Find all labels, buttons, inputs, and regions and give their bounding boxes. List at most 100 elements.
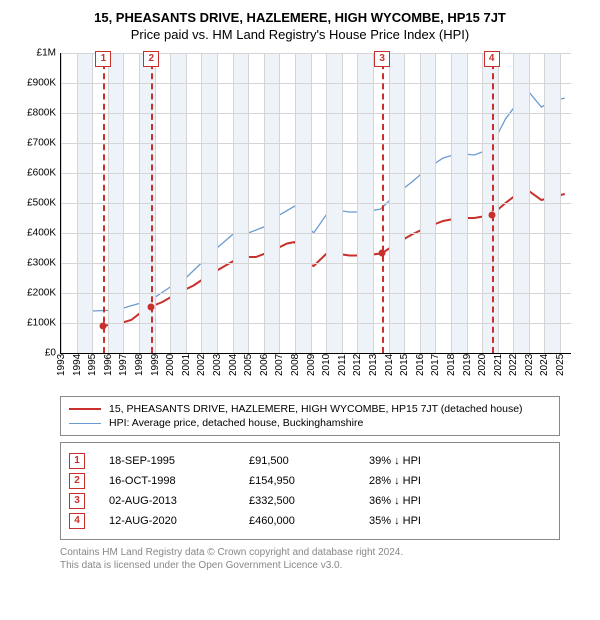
y-tick-label: £600K [20, 168, 56, 179]
y-tick-label: £0 [20, 348, 56, 359]
chart-title-block: 15, PHEASANTS DRIVE, HAZLEMERE, HIGH WYC… [10, 10, 590, 42]
x-tick-label: 1999 [150, 354, 161, 376]
transaction-date: 02-AUG-2013 [109, 495, 249, 507]
transaction-badge: 4 [69, 513, 85, 529]
grid-horizontal [61, 113, 571, 114]
transaction-point [100, 322, 107, 329]
x-tick-label: 1994 [72, 354, 83, 376]
footer: Contains HM Land Registry data © Crown c… [60, 546, 580, 572]
transaction-price: £91,500 [249, 455, 369, 467]
transaction-row: 4 12-AUG-2020£460,00035% ↓ HPI [69, 513, 551, 529]
x-tick-label: 2010 [321, 354, 332, 376]
legend-row: HPI: Average price, detached house, Buck… [69, 417, 551, 429]
legend-row: 15, PHEASANTS DRIVE, HAZLEMERE, HIGH WYC… [69, 403, 551, 415]
grid-horizontal [61, 143, 571, 144]
x-tick-label: 2008 [290, 354, 301, 376]
transaction-hpi-delta: 28% ↓ HPI [369, 475, 421, 487]
transaction-price: £154,950 [249, 475, 369, 487]
x-tick-label: 2000 [165, 354, 176, 376]
x-tick-label: 2016 [415, 354, 426, 376]
transaction-point [488, 212, 495, 219]
x-tick-label: 1997 [118, 354, 129, 376]
y-tick-label: £300K [20, 258, 56, 269]
grid-horizontal [61, 233, 571, 234]
x-tick-label: 2013 [368, 354, 379, 376]
grid-horizontal [61, 293, 571, 294]
x-tick-label: 2004 [228, 354, 239, 376]
plot-area: 1 2 3 4 [60, 53, 571, 354]
transaction-badge: 1 [69, 453, 85, 469]
x-tick-label: 2009 [306, 354, 317, 376]
x-tick-label: 2020 [477, 354, 488, 376]
grid-horizontal [61, 173, 571, 174]
y-tick-label: £400K [20, 228, 56, 239]
grid-horizontal [61, 83, 571, 84]
x-tick-label: 2002 [196, 354, 207, 376]
x-tick-label: 2021 [493, 354, 504, 376]
grid-horizontal [61, 263, 571, 264]
x-tick-label: 2012 [352, 354, 363, 376]
x-tick-label: 1996 [103, 354, 114, 376]
transaction-marker-line [492, 53, 494, 353]
x-tick-label: 2015 [399, 354, 410, 376]
y-tick-label: £800K [20, 108, 56, 119]
x-tick-label: 2024 [539, 354, 550, 376]
x-tick-label: 2023 [524, 354, 535, 376]
footer-line-2: This data is licensed under the Open Gov… [60, 559, 580, 572]
transaction-marker-badge: 4 [484, 51, 500, 67]
y-tick-label: £700K [20, 138, 56, 149]
transaction-marker-line [103, 53, 105, 353]
y-tick-label: £500K [20, 198, 56, 209]
x-tick-label: 1998 [134, 354, 145, 376]
x-tick-label: 2001 [181, 354, 192, 376]
transaction-date: 12-AUG-2020 [109, 515, 249, 527]
legend: 15, PHEASANTS DRIVE, HAZLEMERE, HIGH WYC… [60, 396, 560, 436]
transaction-date: 16-OCT-1998 [109, 475, 249, 487]
transaction-price: £460,000 [249, 515, 369, 527]
x-tick-label: 2022 [508, 354, 519, 376]
transaction-point [379, 250, 386, 257]
transaction-hpi-delta: 39% ↓ HPI [369, 455, 421, 467]
x-tick-label: 2006 [259, 354, 270, 376]
x-tick-label: 2007 [274, 354, 285, 376]
title-line-1: 15, PHEASANTS DRIVE, HAZLEMERE, HIGH WYC… [10, 10, 590, 25]
transaction-row: 3 02-AUG-2013£332,50036% ↓ HPI [69, 493, 551, 509]
transaction-badge: 2 [69, 473, 85, 489]
y-tick-label: £1M [20, 48, 56, 59]
y-tick-label: £900K [20, 78, 56, 89]
transaction-marker-line [382, 53, 384, 353]
transaction-hpi-delta: 35% ↓ HPI [369, 515, 421, 527]
footer-line-1: Contains HM Land Registry data © Crown c… [60, 546, 580, 559]
x-tick-label: 2017 [430, 354, 441, 376]
legend-label: HPI: Average price, detached house, Buck… [109, 417, 363, 429]
x-tick-label: 2014 [384, 354, 395, 376]
x-tick-label: 2018 [446, 354, 457, 376]
transaction-point [148, 303, 155, 310]
x-tick-label: 1995 [87, 354, 98, 376]
x-tick-label: 2005 [243, 354, 254, 376]
transaction-row: 1 18-SEP-1995£91,50039% ↓ HPI [69, 453, 551, 469]
transaction-hpi-delta: 36% ↓ HPI [369, 495, 421, 507]
transaction-price: £332,500 [249, 495, 369, 507]
x-tick-label: 2003 [212, 354, 223, 376]
transaction-marker-badge: 1 [95, 51, 111, 67]
x-tick-label: 1993 [56, 354, 67, 376]
chart: 1 2 3 4 1993 1994 1995 1996 1997 1998 1999 2000 200… [20, 48, 580, 388]
x-tick-label: 2025 [555, 354, 566, 376]
legend-swatch [69, 408, 101, 410]
title-line-2: Price paid vs. HM Land Registry's House … [10, 27, 590, 42]
grid-horizontal [61, 323, 571, 324]
x-tick-label: 2019 [462, 354, 473, 376]
transaction-badge: 3 [69, 493, 85, 509]
legend-label: 15, PHEASANTS DRIVE, HAZLEMERE, HIGH WYC… [109, 403, 523, 415]
grid-horizontal [61, 203, 571, 204]
y-tick-label: £100K [20, 318, 56, 329]
y-tick-label: £200K [20, 288, 56, 299]
transaction-marker-badge: 3 [374, 51, 390, 67]
x-tick-label: 2011 [337, 354, 348, 376]
legend-swatch [69, 423, 101, 424]
transaction-date: 18-SEP-1995 [109, 455, 249, 467]
transaction-marker-badge: 2 [143, 51, 159, 67]
transactions-table: 1 18-SEP-1995£91,50039% ↓ HPI 2 16-OCT-1998… [60, 442, 560, 540]
transaction-row: 2 16-OCT-1998£154,95028% ↓ HPI [69, 473, 551, 489]
